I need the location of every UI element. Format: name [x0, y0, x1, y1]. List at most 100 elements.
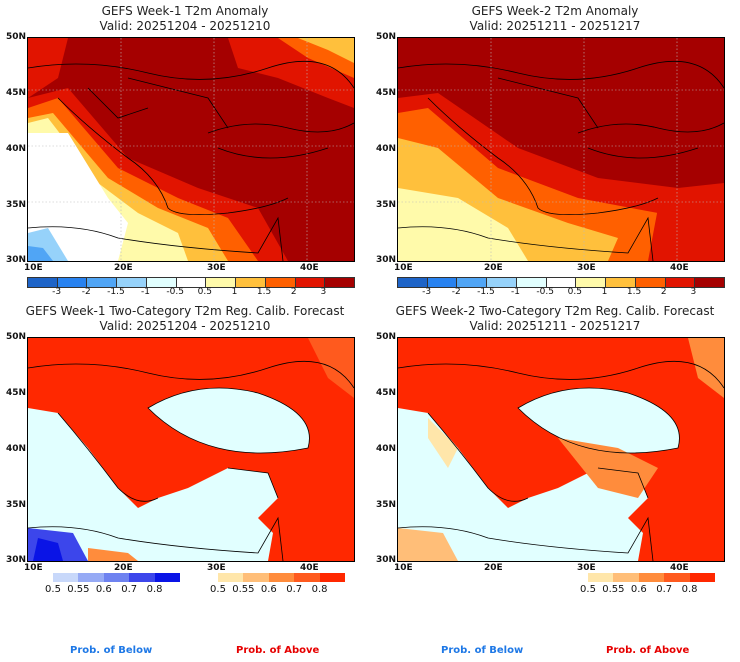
panel-title: GEFS Week-2 T2m Anomaly — [471, 4, 639, 18]
colorbar-swatch — [176, 278, 207, 287]
lat-label: 45N — [376, 88, 397, 98]
colorbar-swatch — [206, 278, 237, 287]
above-probability-colorbar — [588, 573, 716, 582]
colorbar-swatch — [294, 573, 320, 582]
panel-title: GEFS Week-1 Two-Category T2m Reg. Calib.… — [25, 304, 345, 318]
colorbar-swatch — [154, 573, 181, 582]
colorbar-swatch — [87, 278, 118, 287]
colorbar-swatch — [516, 278, 547, 287]
lat-label: 45N — [6, 88, 27, 98]
lat-label: 40N — [376, 444, 397, 454]
lat-label: 40N — [6, 144, 27, 154]
lon-label: 30E — [207, 263, 226, 273]
colorbar-tick-label: 1.5 — [256, 287, 272, 297]
colorbar-swatch — [129, 573, 155, 582]
colorbar-tick-label: 0.5 — [580, 584, 596, 595]
colorbar-tick-label: 0.6 — [260, 584, 277, 595]
colorbar-tick-label: 0.8 — [681, 584, 698, 595]
panel-title: GEFS Week-2 Two-Category T2m Reg. Calib.… — [395, 304, 715, 318]
panel-valid-dates: Valid: 20251204 - 20251210 — [99, 319, 271, 333]
colorbar-swatch — [689, 573, 716, 582]
colorbar-swatch — [117, 278, 147, 287]
lat-label: 35N — [376, 500, 397, 510]
colorbar-tick-label: 0.55 — [232, 584, 255, 595]
map-week2-probability — [397, 337, 725, 562]
above-probability-colorbar — [218, 573, 346, 582]
lon-label: 10E — [24, 263, 43, 273]
lon-label: 20E — [114, 263, 133, 273]
lat-label: 35N — [376, 200, 397, 210]
map-week1-probability — [27, 337, 355, 562]
colorbar-tick-label: 0.55 — [67, 584, 90, 595]
colorbar-tick-label: -3 — [52, 287, 62, 297]
colorbar-swatch — [588, 573, 614, 582]
map-week1-anomaly — [27, 37, 355, 262]
colorbar-swatch — [576, 278, 607, 287]
colorbar-tick-label: 2 — [290, 287, 297, 297]
map-week2-anomaly — [397, 37, 725, 262]
lon-label: 40E — [300, 563, 319, 573]
colorbar-swatch — [398, 278, 428, 287]
lat-label: 30N — [376, 555, 397, 565]
colorbar-tick-label: 0.7 — [121, 584, 138, 595]
lon-label: 40E — [670, 563, 689, 573]
colorbar-tick-label: -3 — [422, 287, 432, 297]
lon-label: 30E — [207, 563, 226, 573]
below-probability-colorbar — [53, 573, 181, 582]
colorbar-swatch — [546, 278, 577, 287]
lon-label: 40E — [300, 263, 319, 273]
colorbar-swatch — [57, 278, 88, 287]
colorbar-swatch — [146, 278, 177, 287]
lat-label: 35N — [6, 200, 27, 210]
colorbar-tick-label: -2 — [81, 287, 91, 297]
lon-label: 30E — [577, 263, 596, 273]
colorbar-tick-label: 0.5 — [210, 584, 226, 595]
panel-week2-probability: GEFS Week-2 Two-Category T2m Reg. Calib.… — [370, 300, 740, 662]
colorbar-swatch — [457, 278, 488, 287]
colorbar-tick-label: 0.5 — [197, 287, 212, 297]
colorbar-tick-label: -1 — [141, 287, 151, 297]
colorbar-swatch — [243, 573, 269, 582]
colorbar-swatch — [319, 573, 346, 582]
colorbar-tick-label: 0.8 — [311, 584, 328, 595]
colorbar-tick-label: -0.5 — [166, 287, 184, 297]
colorbar-swatch — [53, 573, 79, 582]
colorbar-swatch — [695, 278, 725, 287]
lat-label: 50N — [6, 32, 27, 42]
colorbar-tick-label: 1 — [231, 287, 238, 297]
colorbar-swatch — [236, 278, 266, 287]
colorbar-tick-label: 0.5 — [567, 287, 582, 297]
colorbar-tick-label: -0.5 — [536, 287, 554, 297]
colorbar-tick-label: 3 — [690, 287, 697, 297]
anomaly-colorbar — [27, 277, 355, 288]
lon-label: 30E — [577, 563, 596, 573]
lon-label: 40E — [670, 263, 689, 273]
colorbar-tick-label: 0.8 — [146, 584, 163, 595]
lat-label: 30N — [376, 255, 397, 265]
panel-valid-dates: Valid: 20251204 - 20251210 — [99, 19, 271, 33]
panel-valid-dates: Valid: 20251211 - 20251217 — [469, 319, 641, 333]
lon-label: 20E — [484, 263, 503, 273]
colorbar-swatch — [295, 278, 326, 287]
panel-title: GEFS Week-1 T2m Anomaly — [101, 4, 269, 18]
lat-label: 40N — [376, 144, 397, 154]
colorbar-swatch — [664, 573, 690, 582]
colorbar-tick-label: 0.7 — [286, 584, 303, 595]
colorbar-swatch — [325, 278, 355, 287]
colorbar-swatch — [28, 278, 58, 287]
colorbar-tick-label: 0.7 — [656, 584, 673, 595]
colorbar-tick-label: -1.5 — [477, 287, 495, 297]
colorbar-tick-label: 0.55 — [602, 584, 625, 595]
colorbar-tick-label: 0.5 — [45, 584, 61, 595]
lat-label: 45N — [6, 388, 27, 398]
colorbar-swatch — [487, 278, 517, 287]
lat-label: 30N — [6, 555, 27, 565]
colorbar-swatch — [665, 278, 696, 287]
lat-label: 45N — [376, 388, 397, 398]
colorbar-swatch — [218, 573, 244, 582]
lat-label: 40N — [6, 444, 27, 454]
prob-above-label: Prob. of Above — [236, 645, 320, 656]
colorbar-swatch — [638, 573, 665, 582]
colorbar-tick-label: -2 — [451, 287, 461, 297]
